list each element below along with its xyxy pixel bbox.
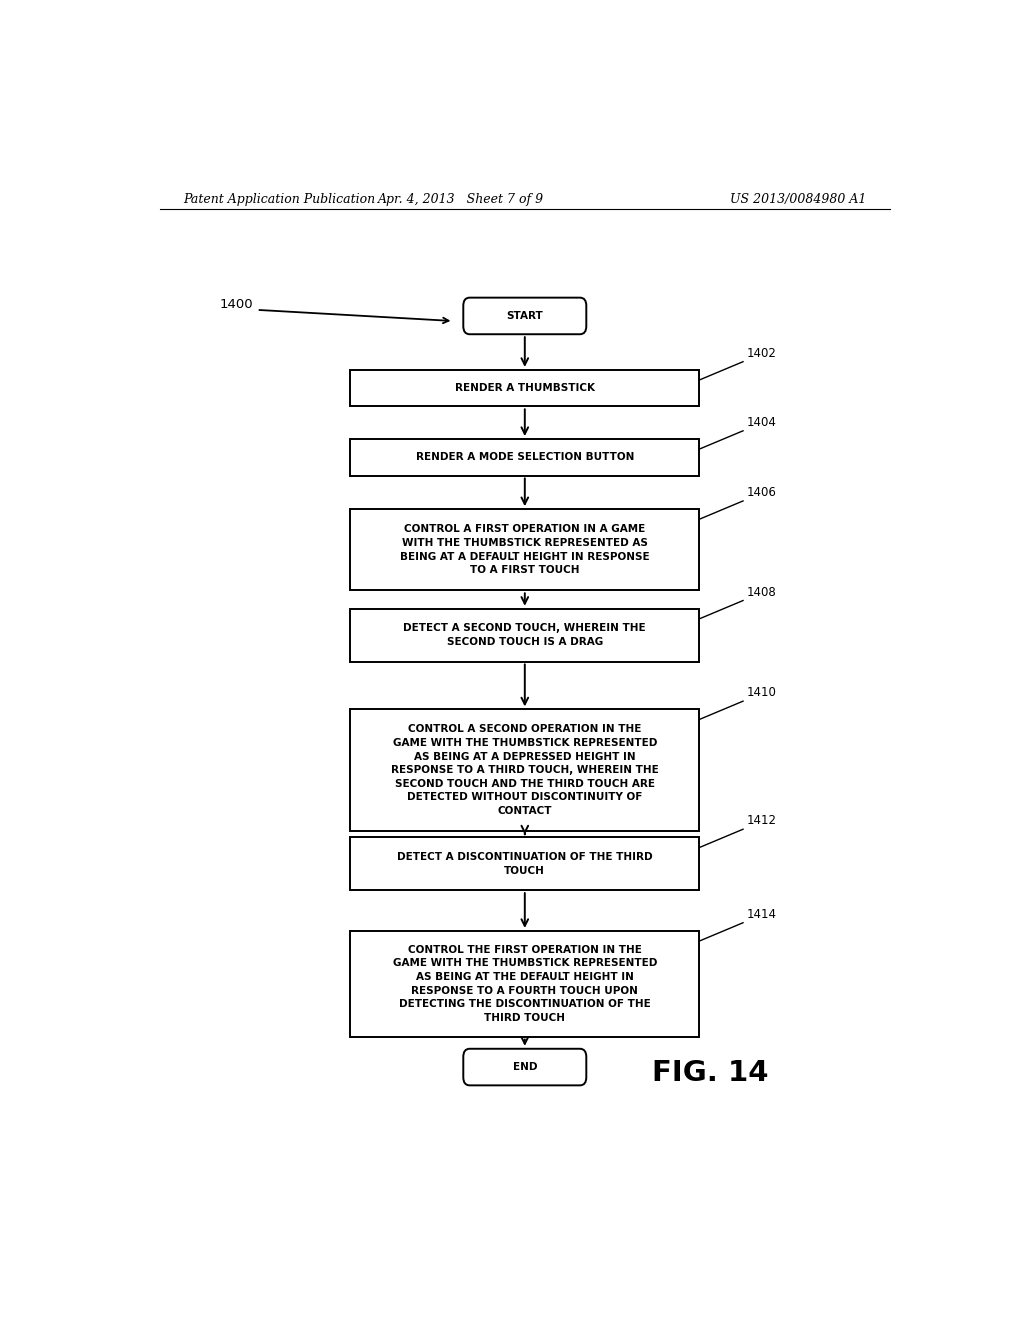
Bar [350, 370, 699, 407]
Bar [350, 609, 699, 661]
Text: US 2013/0084980 A1: US 2013/0084980 A1 [730, 193, 866, 206]
Text: RENDER A THUMBSTICK: RENDER A THUMBSTICK [455, 383, 595, 393]
Bar [350, 837, 699, 890]
Text: 1402: 1402 [748, 347, 777, 359]
Text: 1404: 1404 [748, 416, 777, 429]
FancyBboxPatch shape [463, 297, 587, 334]
Text: 1414: 1414 [748, 908, 777, 921]
Text: END: END [513, 1063, 537, 1072]
Text: 1412: 1412 [748, 814, 777, 828]
FancyBboxPatch shape [463, 1049, 587, 1085]
Text: START: START [507, 312, 543, 321]
Text: 1408: 1408 [748, 586, 777, 598]
Text: CONTROL A FIRST OPERATION IN A GAME
WITH THE THUMBSTICK REPRESENTED AS
BEING AT : CONTROL A FIRST OPERATION IN A GAME WITH… [400, 524, 649, 576]
Text: Patent Application Publication: Patent Application Publication [183, 193, 376, 206]
Bar [350, 931, 699, 1036]
Bar [350, 510, 699, 590]
Text: Apr. 4, 2013   Sheet 7 of 9: Apr. 4, 2013 Sheet 7 of 9 [378, 193, 545, 206]
Text: FIG. 14: FIG. 14 [652, 1059, 768, 1088]
Text: 1400: 1400 [219, 298, 253, 312]
Text: DETECT A DISCONTINUATION OF THE THIRD
TOUCH: DETECT A DISCONTINUATION OF THE THIRD TO… [397, 851, 652, 875]
Bar [350, 440, 699, 475]
Text: CONTROL A SECOND OPERATION IN THE
GAME WITH THE THUMBSTICK REPRESENTED
AS BEING : CONTROL A SECOND OPERATION IN THE GAME W… [391, 725, 658, 816]
Text: RENDER A MODE SELECTION BUTTON: RENDER A MODE SELECTION BUTTON [416, 453, 634, 462]
Text: CONTROL THE FIRST OPERATION IN THE
GAME WITH THE THUMBSTICK REPRESENTED
AS BEING: CONTROL THE FIRST OPERATION IN THE GAME … [392, 945, 657, 1023]
Text: 1406: 1406 [748, 486, 777, 499]
Bar [350, 709, 699, 832]
Text: DETECT A SECOND TOUCH, WHEREIN THE
SECOND TOUCH IS A DRAG: DETECT A SECOND TOUCH, WHEREIN THE SECON… [403, 623, 646, 647]
Text: 1410: 1410 [748, 686, 777, 700]
